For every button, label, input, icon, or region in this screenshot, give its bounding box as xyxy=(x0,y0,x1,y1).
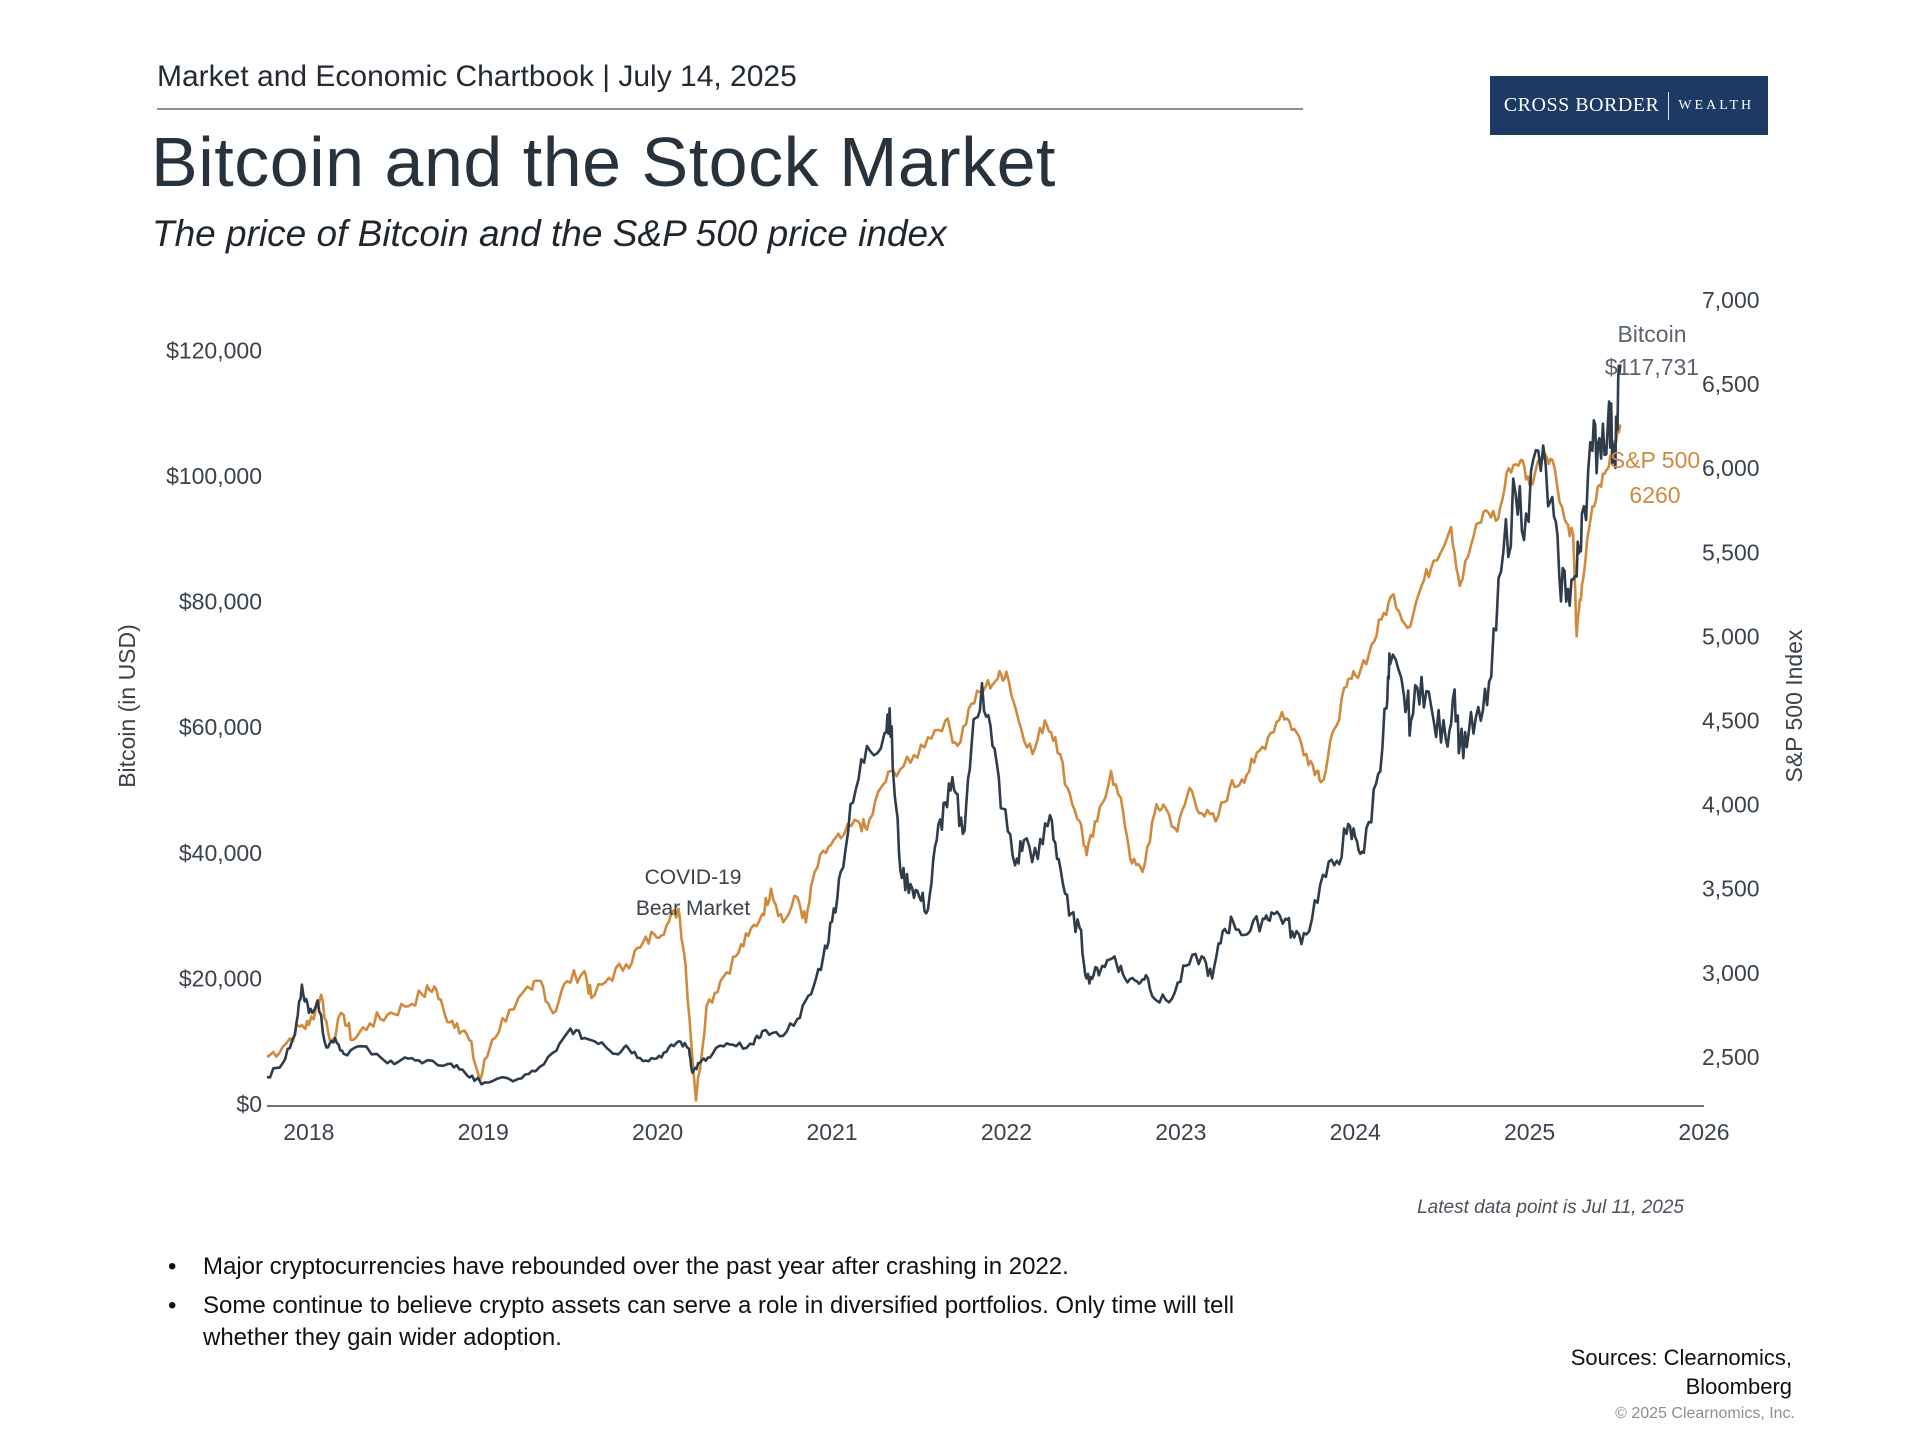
bullet-point: Some continue to believe crypto assets c… xyxy=(168,1290,1318,1354)
x-tick-label: 2025 xyxy=(1504,1119,1555,1145)
chart-footnote: Latest data point is Jul 11, 2025 xyxy=(1417,1197,1684,1218)
bitcoin-end-label: Bitcoin xyxy=(1617,321,1686,347)
covid-annotation-line: COVID-19 xyxy=(645,866,742,889)
brand-logo: CROSS BORDER WEALTH xyxy=(1490,76,1768,135)
x-tick-label: 2024 xyxy=(1330,1119,1381,1145)
right-tick-label: 6,500 xyxy=(1702,371,1760,397)
brand-name-secondary: WEALTH xyxy=(1678,97,1755,113)
x-tick-label: 2022 xyxy=(981,1119,1032,1145)
right-tick-label: 5,500 xyxy=(1702,539,1760,565)
page-title: Bitcoin and the Stock Market xyxy=(151,123,1056,201)
left-tick-label: $40,000 xyxy=(179,840,262,866)
chartbook-header: Market and Economic Chartbook | July 14,… xyxy=(157,60,797,93)
covid-annotation-line: Bear Market xyxy=(636,897,751,920)
sources-note: Sources: Clearnomics, Bloomberg xyxy=(1571,1343,1792,1401)
x-tick-label: 2019 xyxy=(458,1119,509,1145)
left-tick-label: $20,000 xyxy=(179,965,262,991)
right-axis-title: S&P 500 Index xyxy=(1781,629,1807,783)
brand-separator xyxy=(1668,91,1670,120)
right-tick-label: 4,500 xyxy=(1702,708,1760,734)
x-tick-label: 2020 xyxy=(632,1119,683,1145)
key-takeaways: Major cryptocurrencies have rebounded ov… xyxy=(168,1251,1318,1361)
left-tick-label: $80,000 xyxy=(179,589,262,615)
x-tick-label: 2018 xyxy=(283,1119,334,1145)
left-tick-label: $100,000 xyxy=(166,463,262,489)
sources-line: Sources: Clearnomics, xyxy=(1570,1345,1792,1370)
right-tick-label: 7,000 xyxy=(1702,287,1760,313)
right-tick-label: 3,500 xyxy=(1702,876,1760,902)
bitcoin-end-value: $117,731 xyxy=(1605,354,1699,380)
series-line-sp500 xyxy=(266,424,1622,1102)
right-tick-label: 3,000 xyxy=(1702,960,1760,986)
x-tick-label: 2021 xyxy=(806,1119,857,1145)
right-tick-label: 2,500 xyxy=(1702,1044,1760,1070)
right-tick-label: 6,000 xyxy=(1702,455,1760,481)
left-tick-label: $0 xyxy=(236,1091,262,1117)
left-axis-title: Bitcoin (in USD) xyxy=(114,624,140,788)
page-subtitle: The price of Bitcoin and the S&P 500 pri… xyxy=(152,213,947,254)
right-tick-label: 4,000 xyxy=(1702,792,1760,818)
sp500-end-value: 6260 xyxy=(1629,482,1680,508)
x-tick-label: 2026 xyxy=(1678,1119,1729,1145)
right-tick-label: 5,000 xyxy=(1702,623,1760,649)
left-tick-label: $120,000 xyxy=(166,337,262,363)
copyright-notice: © 2025 Clearnomics, Inc. xyxy=(1615,1405,1795,1422)
x-tick-label: 2023 xyxy=(1155,1119,1206,1145)
sp500-end-label: S&P 500 xyxy=(1610,447,1700,473)
bullet-point: Major cryptocurrencies have rebounded ov… xyxy=(168,1251,1318,1283)
brand-name-primary: CROSS BORDER xyxy=(1503,94,1660,116)
left-tick-label: $60,000 xyxy=(179,714,262,740)
header-divider xyxy=(157,108,1303,110)
series-line-bitcoin xyxy=(266,364,1622,1086)
sources-line: Bloomberg xyxy=(1685,1374,1792,1399)
